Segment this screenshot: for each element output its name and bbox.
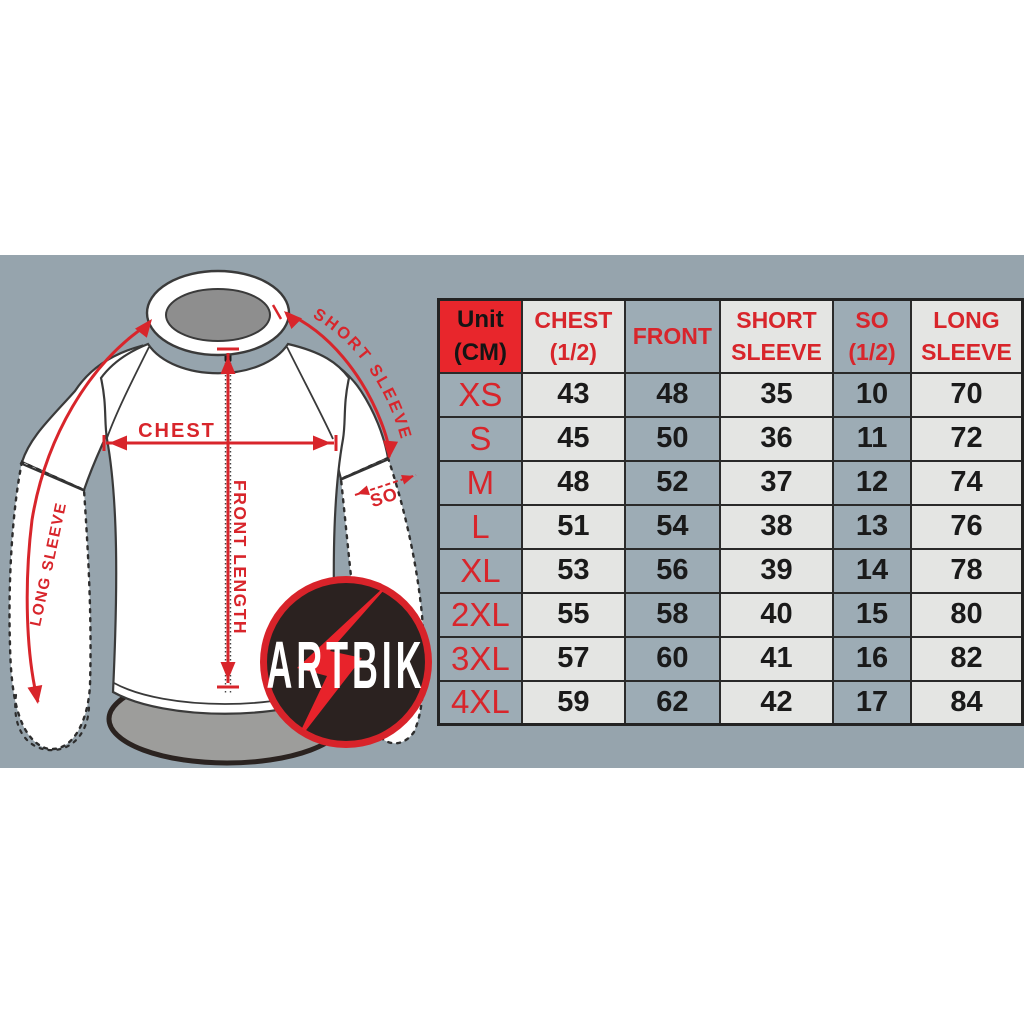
value-cell: 15 [832, 591, 912, 638]
table-header-row: Unit (CM) CHEST (1/2) FRONT SHORT SLEEVE SO… [437, 298, 1024, 374]
value-cell: 41 [718, 635, 835, 682]
value-cell: 43 [520, 371, 626, 418]
unit-header-cell: Unit (CM) [437, 298, 523, 374]
size-cell: S [437, 415, 523, 462]
value-cell: 51 [520, 503, 626, 550]
jersey-raglan-seam-right [286, 346, 334, 440]
value-cell: 80 [909, 591, 1024, 638]
size-cell: 3XL [437, 635, 523, 682]
brand-logo: ARTBIK [260, 576, 432, 748]
jersey-measurement-diagram: LONG SLEEVE SHORT SLEEVE CHEST FRONT LEN… [8, 269, 432, 766]
value-cell: 42 [718, 679, 835, 726]
value-cell: 74 [909, 459, 1024, 506]
value-cell: 45 [520, 415, 626, 462]
left-sleeve-end-line [19, 461, 86, 493]
value-cell: 50 [623, 415, 721, 462]
value-cell: 76 [909, 503, 1024, 550]
value-cell: 59 [520, 679, 626, 726]
value-cell: 72 [909, 415, 1024, 462]
col-header-so: SO (1/2) [832, 298, 912, 374]
logo-text: ARTBIK [267, 629, 426, 702]
lightning-bolt-icon [293, 582, 399, 742]
value-cell: 39 [718, 547, 835, 594]
value-cell: 13 [832, 503, 912, 550]
size-cell: 4XL [437, 679, 523, 726]
value-cell: 17 [832, 679, 912, 726]
value-cell: 56 [623, 547, 721, 594]
col-header-long-sleeve: LONG SLEEVE [909, 298, 1024, 374]
value-cell: 62 [623, 679, 721, 726]
value-cell: 38 [718, 503, 835, 550]
size-cell: M [437, 459, 523, 506]
table-row: L 51 54 38 13 76 [437, 503, 1024, 550]
size-cell: XS [437, 371, 523, 418]
value-cell: 12 [832, 459, 912, 506]
value-cell: 14 [832, 547, 912, 594]
value-cell: 40 [718, 591, 835, 638]
table-row: 4XL 59 62 42 17 84 [437, 679, 1024, 726]
value-cell: 55 [520, 591, 626, 638]
value-cell: 84 [909, 679, 1024, 726]
value-cell: 16 [832, 635, 912, 682]
value-cell: 36 [718, 415, 835, 462]
value-cell: 60 [623, 635, 721, 682]
value-cell: 70 [909, 371, 1024, 418]
value-cell: 35 [718, 371, 835, 418]
value-cell: 58 [623, 591, 721, 638]
size-cell: 2XL [437, 591, 523, 638]
left-cuff [14, 693, 91, 752]
table-row: 3XL 57 60 41 16 82 [437, 635, 1024, 682]
col-header-short-sleeve: SHORT SLEEVE [718, 298, 835, 374]
value-cell: 48 [520, 459, 626, 506]
value-cell: 57 [520, 635, 626, 682]
collar-inner [165, 288, 271, 342]
table-row: S 45 50 36 11 72 [437, 415, 1024, 462]
value-cell: 48 [623, 371, 721, 418]
table-row: M 48 52 37 12 74 [437, 459, 1024, 506]
value-cell: 10 [832, 371, 912, 418]
right-sleeve-end-line [339, 457, 390, 482]
col-header-chest: CHEST (1/2) [520, 298, 626, 374]
value-cell: 11 [832, 415, 912, 462]
jersey-left-forearm [8, 460, 92, 751]
table-row: XL 53 56 39 14 78 [437, 547, 1024, 594]
table-row: XS 43 48 35 10 70 [437, 371, 1024, 418]
table-row: 2XL 55 58 40 15 80 [437, 591, 1024, 638]
long-sleeve-arrow [25, 321, 151, 703]
size-cell: L [437, 503, 523, 550]
value-cell: 37 [718, 459, 835, 506]
size-cell: XL [437, 547, 523, 594]
value-cell: 82 [909, 635, 1024, 682]
front-length-label: FRONT LENGTH [230, 480, 250, 635]
value-cell: 52 [623, 459, 721, 506]
col-header-front: FRONT [623, 298, 721, 374]
value-cell: 54 [623, 503, 721, 550]
jersey-raglan-seam-left [106, 346, 150, 439]
size-table: Unit (CM) CHEST (1/2) FRONT SHORT SLEEVE SO… [437, 298, 1024, 726]
value-cell: 53 [520, 547, 626, 594]
value-cell: 78 [909, 547, 1024, 594]
chest-label: CHEST [138, 420, 216, 442]
